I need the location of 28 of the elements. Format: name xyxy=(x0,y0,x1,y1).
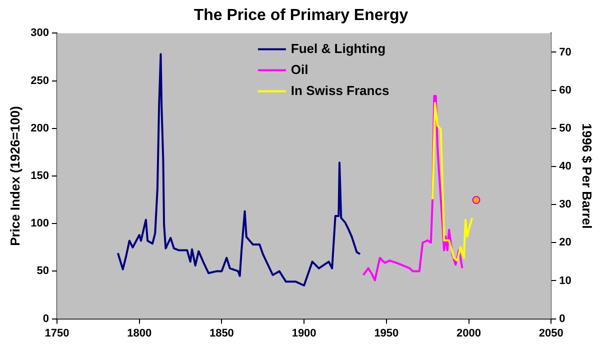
legend-label: Fuel & Lighting xyxy=(290,40,386,56)
y-tick-label: 0 xyxy=(42,312,49,325)
chart-title: The Price of Primary Energy xyxy=(194,7,408,24)
y2-tick-label: 40 xyxy=(559,160,572,173)
y-tick-label: 250 xyxy=(30,74,49,87)
y2-tick-label: 0 xyxy=(559,312,566,325)
y-tick-label: 150 xyxy=(30,170,49,182)
x-tick-label: 1850 xyxy=(209,327,234,340)
x-tick-label: 2000 xyxy=(456,327,482,340)
y-tick-label: 100 xyxy=(30,218,49,230)
y-tick-label: 50 xyxy=(36,265,49,278)
x-tick-label: 1950 xyxy=(374,327,399,340)
y-axis-title: Price Index (1926=100) xyxy=(7,106,22,246)
y2-tick-label: 30 xyxy=(559,198,572,211)
y2-tick-label: 20 xyxy=(559,236,572,249)
y-tick-label: 300 xyxy=(30,27,49,40)
legend-label: Oil xyxy=(290,62,308,77)
y2-tick-label: 60 xyxy=(559,84,572,96)
y2-tick-label: 70 xyxy=(559,46,572,58)
y2-tick-label: 10 xyxy=(559,274,572,287)
x-tick-label: 1900 xyxy=(292,327,316,340)
y2-tick-label: 50 xyxy=(559,122,572,134)
x-tick-label: 1800 xyxy=(127,327,152,340)
legend-label: In Swiss Francs xyxy=(290,82,390,98)
x-tick-label: 2050 xyxy=(538,327,564,340)
y-tick-label: 200 xyxy=(30,122,49,134)
x-tick-label: 1750 xyxy=(44,327,70,340)
y2-axis-title: 1996 $ Per Barrel xyxy=(580,123,595,229)
